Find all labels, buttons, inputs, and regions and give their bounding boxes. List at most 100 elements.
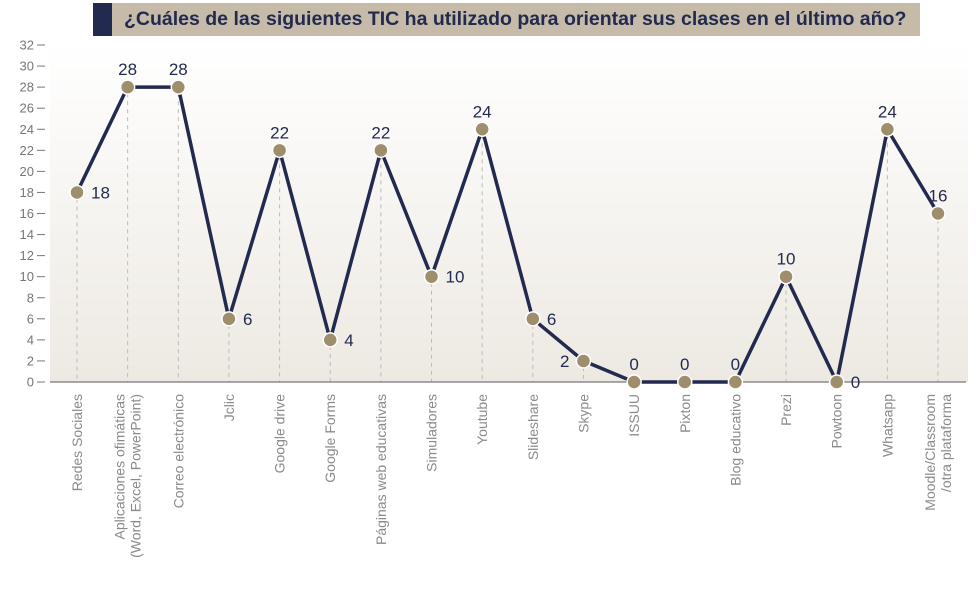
x-category-label: Blog educativo [727,394,743,486]
marker-group [69,79,946,390]
title-bar [93,3,920,36]
x-category-label: Slideshare [525,394,541,460]
x-category-label-line: Pixton [677,394,693,433]
x-category-label: Jclic [221,394,237,421]
y-tick-label: 22 [20,143,34,158]
y-tick-label: 14 [20,227,34,242]
x-category-label: Simuladores [424,394,440,472]
x-category-label-line: Correo electrónico [170,394,186,509]
x-category-label-line: Slideshare [525,394,541,460]
y-tick-label: 4 [27,332,34,347]
data-label: 0 [680,355,689,374]
data-label-group: 18 28 28 6 22 4 22 10 24 6 2 0 0 0 10 0 24 16 [91,60,947,392]
data-point [525,311,541,327]
x-category-label: Whatsapp [879,394,895,457]
x-category-label: Prezi [778,394,794,426]
x-category-label-line: Google Forms [322,394,338,483]
x-category-label-line: Moodle/Classroom [922,394,938,511]
x-category-label: Aplicaciones ofimáticas (Word, Excel, Pow… [112,394,144,558]
data-label: 24 [878,102,897,121]
x-category-label-line: ISSUU [626,394,642,437]
y-tick-label: 10 [20,269,34,284]
data-label: 0 [731,355,740,374]
x-category-label: ISSUU [626,394,642,437]
x-category-label-line: Google drive [272,394,288,474]
y-tick-label: 28 [20,80,34,95]
data-label: 0 [629,355,638,374]
chart-title: ¿Cuáles de las siguientes TIC ha utiliza… [124,8,907,30]
x-category-label-line: Prezi [778,394,794,426]
data-point [119,79,136,95]
x-category-label: Powtoon [829,394,845,448]
y-tick-label: 20 [20,164,34,179]
data-label: 6 [547,310,556,329]
data-label: 10 [777,250,796,269]
data-point [69,184,85,201]
x-category-label-line: Skype [575,394,591,433]
x-category-label: Google drive [272,394,288,474]
x-category-label: Redes Sociales [69,394,85,491]
x-category-label: Correo electrónico [170,394,186,509]
data-point [423,268,440,285]
x-category-label: Youtube [474,394,490,445]
y-tick-label: 30 [20,59,34,74]
data-label: 28 [169,60,188,79]
x-category-label: Moodle/Classroom/otra plataforma [922,394,954,511]
x-category-label: Skype [575,394,591,433]
plot-area [50,44,968,382]
data-point [271,142,288,159]
y-tick-label: 8 [27,290,34,305]
series-line [75,85,940,384]
x-category-label-line: Jclic [221,394,237,421]
data-label: 28 [118,60,137,79]
data-label: 6 [243,310,252,329]
data-point [879,121,896,137]
data-label: 18 [91,183,110,202]
title-accent [93,3,112,36]
data-point [727,374,744,390]
data-point [322,332,338,348]
data-point [373,142,389,159]
data-label: 2 [560,352,569,371]
x-category-label: Pixton [677,394,693,433]
y-tick-label: 6 [27,311,34,326]
data-label: 4 [344,331,353,350]
y-tick-label: 0 [27,375,34,390]
data-point [575,353,592,369]
y-tick-label: 12 [20,248,34,263]
data-label: 24 [473,102,492,121]
data-point [677,374,693,390]
data-point [221,311,237,327]
data-label: 0 [851,373,860,392]
x-category-label-line: (Word, Excel, PowerPoint) [128,394,144,558]
x-category-label-line: Whatsapp [879,394,895,457]
x-category-label: Google Forms [322,394,338,483]
data-point [474,121,490,137]
data-point [828,374,845,390]
x-category-label-line: Powtoon [829,394,845,448]
x-category-label-line: Simuladores [424,394,440,472]
y-tick-label: 26 [20,101,34,116]
x-category-label-line: Blog educativo [727,394,743,486]
y-tick-label: 32 [20,38,34,53]
x-category-label-line: Aplicaciones ofimáticas [112,394,128,540]
x-axis-labels: Redes Sociales Aplicaciones ofimáticas (Wo… [69,394,954,558]
data-label: 10 [446,268,465,287]
y-tick-label: 18 [20,185,34,200]
x-category-label-line: Páginas web educativas [373,394,389,545]
data-label: 22 [270,123,289,142]
x-category-label: Páginas web educativas [373,394,389,545]
y-tick-label: 16 [20,206,34,221]
category-guides [76,93,939,388]
data-point [778,268,794,285]
x-category-label-line: Redes Sociales [69,394,85,491]
data-point [930,205,946,222]
data-label: 16 [929,187,948,206]
data-label: 22 [371,123,390,142]
y-tick-label: 2 [27,353,34,368]
x-category-label-line: Youtube [474,394,490,445]
data-point [626,374,642,390]
